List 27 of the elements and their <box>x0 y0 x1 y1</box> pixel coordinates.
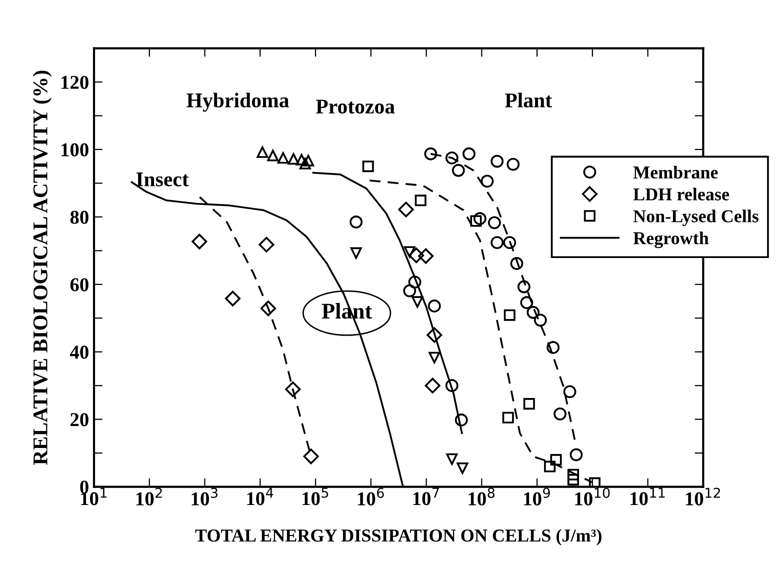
y-tick-label: 40 <box>70 346 88 359</box>
y-tick-label: 120 <box>62 76 88 89</box>
annotation: Hybridoma <box>186 92 289 112</box>
y-tick-label: 80 <box>70 210 88 224</box>
x-tick-label: 10$^{7}$ <box>413 488 439 506</box>
x-tick-label: 10$^{4}$ <box>247 488 274 506</box>
x-tick-label: 10$^{9}$ <box>524 488 550 506</box>
legend-label: Membrane <box>633 166 718 179</box>
x-tick-label: 10$^{2}$ <box>136 488 162 506</box>
legend-label: LDH release <box>633 188 730 200</box>
annotation: Insect <box>136 172 189 186</box>
annotation: Plant <box>504 92 552 108</box>
y-tick-label: 20 <box>70 413 88 426</box>
x-tick-label: 10$^{11}$ <box>630 488 665 506</box>
annotation: Protozoa <box>316 100 395 114</box>
x-tick-label: 10$^{10}$ <box>575 488 610 506</box>
x-tick-label: 10$^{8}$ <box>468 488 495 506</box>
x-axis-title: TOTAL ENERGY DISSIPATION ON CELLS (J/m³) <box>195 528 602 546</box>
x-tick-label: 10$^{5}$ <box>302 488 328 506</box>
x-tick-label: 10$^{12}$ <box>686 488 720 506</box>
x-tick-label: 10$^{3}$ <box>192 488 218 506</box>
y-tick-label: 60 <box>70 278 88 292</box>
x-tick-label: 10$^{6}$ <box>358 488 384 506</box>
y-axis-title: RELATIVE BIOLOGICAL ACTIVITY (%) <box>32 70 52 465</box>
legend-label: Regrowth <box>633 232 709 248</box>
y-tick-label: 100 <box>62 143 88 156</box>
legend-label: Non-Lysed Cells <box>633 210 758 226</box>
